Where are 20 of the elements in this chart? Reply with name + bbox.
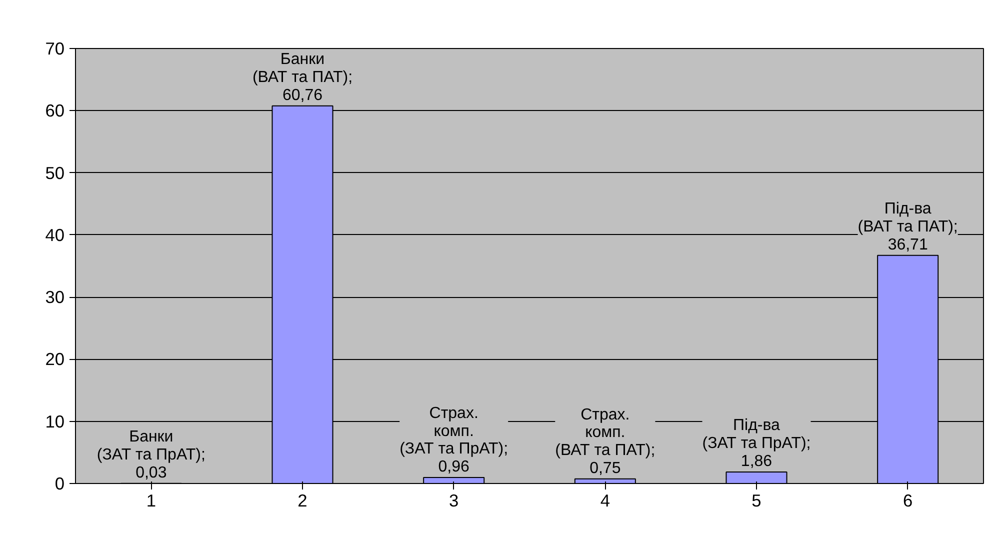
x-tick-label: 1	[146, 490, 156, 510]
y-tick-label: 20	[45, 349, 65, 370]
y-tick-label: 30	[45, 287, 65, 308]
data-label: Під-ва (ЗАТ та ПрАТ); 1,86	[702, 417, 811, 470]
data-label: Банки (ЗАТ та ПрАТ); 0,03	[96, 428, 206, 482]
y-tick-label: 50	[45, 162, 65, 183]
y-tick-label: 0	[54, 474, 65, 494]
x-tick-label: 6	[903, 490, 913, 510]
x-tick-label: 2	[298, 490, 308, 510]
data-label: Страх. комп. (ЗАТ та ПрАТ); 0,96	[400, 404, 508, 476]
x-tick-label: 3	[449, 490, 459, 510]
data-label: Страх. комп. (ВАТ та ПАТ); 0,75	[555, 406, 656, 477]
x-tick-label: 4	[600, 490, 610, 510]
x-tick-label: 5	[752, 490, 762, 510]
data-label: Під-ва (ВАТ та ПАТ); 36,71	[858, 200, 958, 254]
data-label: Банки (ВАТ та ПАТ); 60,76	[252, 51, 353, 104]
y-tick-label: 60	[45, 100, 65, 121]
y-tick-label: 70	[45, 38, 65, 58]
y-tick-label: 40	[45, 224, 65, 245]
y-tick-label: 10	[45, 411, 65, 432]
